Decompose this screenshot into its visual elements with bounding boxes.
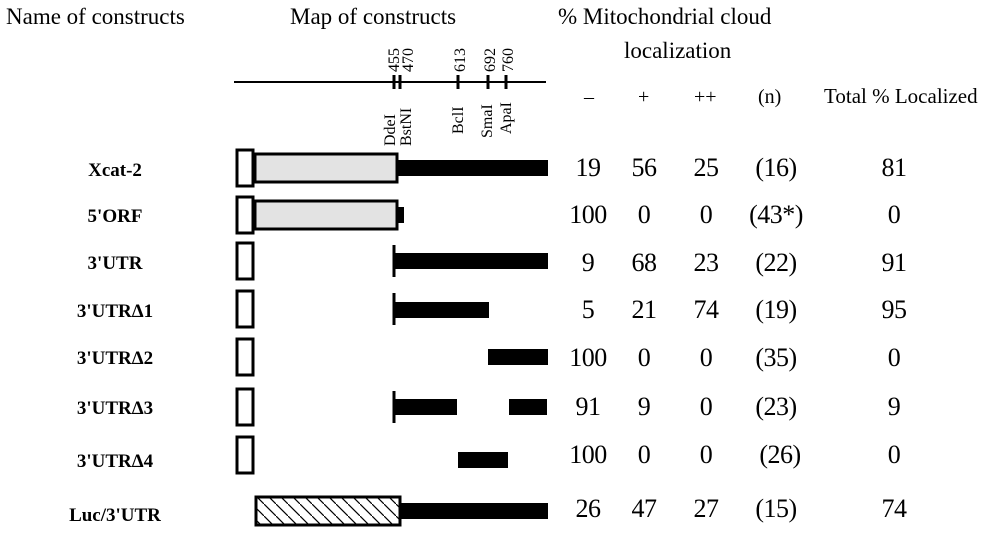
cell-n: (35) bbox=[755, 343, 797, 372]
cell-n: (43*) bbox=[749, 200, 803, 229]
cell-plus: 0 bbox=[637, 200, 651, 229]
header-localization: localization bbox=[624, 38, 732, 63]
row-name-3utr-delta2: 3'UTRΔ2 bbox=[76, 348, 154, 369]
cell-plus: 56 bbox=[631, 153, 658, 182]
cell-total: 91 bbox=[881, 248, 908, 277]
cell-plus: 9 bbox=[637, 392, 651, 421]
construct-3utr-delta2 bbox=[235, 337, 548, 377]
cell-total: 9 bbox=[887, 392, 901, 421]
cell-total: 0 bbox=[887, 200, 901, 229]
cell-plusplus: 74 bbox=[693, 295, 720, 324]
construct-3utr-delta4 bbox=[235, 435, 508, 475]
cell-total: 0 bbox=[887, 343, 901, 372]
header-n: (n) bbox=[758, 86, 782, 108]
construct-3utr-delta3 bbox=[235, 387, 547, 427]
cell-plusplus: 25 bbox=[693, 153, 720, 182]
header-name-of-constructs: Name of constructs bbox=[6, 4, 185, 29]
cell-plus: 0 bbox=[637, 343, 651, 372]
cell-total: 0 bbox=[887, 440, 901, 469]
header-plusplus: ++ bbox=[694, 86, 717, 108]
cell-n: (16) bbox=[755, 153, 797, 182]
row-name-luc-3utr: Luc/3'UTR bbox=[69, 505, 161, 526]
cell-plusplus: 0 bbox=[699, 392, 713, 421]
cell-n: (22) bbox=[755, 248, 797, 277]
cell-total: 81 bbox=[881, 153, 908, 182]
map-axis bbox=[234, 75, 546, 89]
construct-luc-3utr bbox=[254, 495, 548, 527]
cell-minus: 100 bbox=[569, 200, 607, 229]
cell-plusplus: 0 bbox=[699, 343, 713, 372]
cell-n: (19) bbox=[755, 295, 797, 324]
row-name-5orf: 5'ORF bbox=[87, 206, 143, 227]
cell-total: 95 bbox=[881, 295, 908, 324]
cell-plus: 21 bbox=[631, 295, 658, 324]
construct-xcat2 bbox=[235, 148, 548, 188]
header-minus: – bbox=[584, 86, 594, 108]
cell-n: (23) bbox=[755, 392, 797, 421]
cell-plus: 0 bbox=[637, 440, 651, 469]
cell-minus: 19 bbox=[575, 153, 602, 182]
row-name-3utr: 3'UTR bbox=[87, 253, 143, 274]
cell-n: (26) bbox=[759, 440, 801, 469]
cell-plusplus: 0 bbox=[699, 200, 713, 229]
construct-3utr-delta1 bbox=[235, 289, 489, 329]
cell-plusplus: 0 bbox=[699, 440, 713, 469]
header-mito-cloud-localization: % Mitochondrial cloud bbox=[558, 4, 772, 29]
row-name-3utr-delta3: 3'UTRΔ3 bbox=[76, 398, 154, 419]
construct-3utr bbox=[235, 241, 548, 281]
cell-total: 74 bbox=[881, 494, 908, 523]
cell-minus: 100 bbox=[569, 343, 607, 372]
header-map-of-constructs: Map of constructs bbox=[290, 4, 457, 29]
cell-plusplus: 27 bbox=[693, 494, 720, 523]
header-plus: + bbox=[638, 86, 650, 108]
header-total-localized: Total % Localized bbox=[824, 84, 978, 108]
row-name-3utr-delta1: 3'UTRΔ1 bbox=[76, 301, 154, 322]
cell-plusplus: 23 bbox=[693, 248, 720, 277]
row-name-xcat2: Xcat-2 bbox=[88, 160, 142, 181]
cell-minus: 100 bbox=[569, 440, 607, 469]
cell-minus: 5 bbox=[581, 295, 595, 324]
cell-plus: 47 bbox=[631, 494, 658, 523]
construct-5orf bbox=[235, 195, 404, 235]
row-name-3utr-delta4: 3'UTRΔ4 bbox=[76, 451, 154, 472]
cell-minus: 26 bbox=[575, 494, 602, 523]
cell-plus: 68 bbox=[631, 248, 658, 277]
cell-minus: 9 bbox=[581, 248, 595, 277]
cell-minus: 91 bbox=[575, 392, 602, 421]
cell-n: (15) bbox=[755, 494, 797, 523]
